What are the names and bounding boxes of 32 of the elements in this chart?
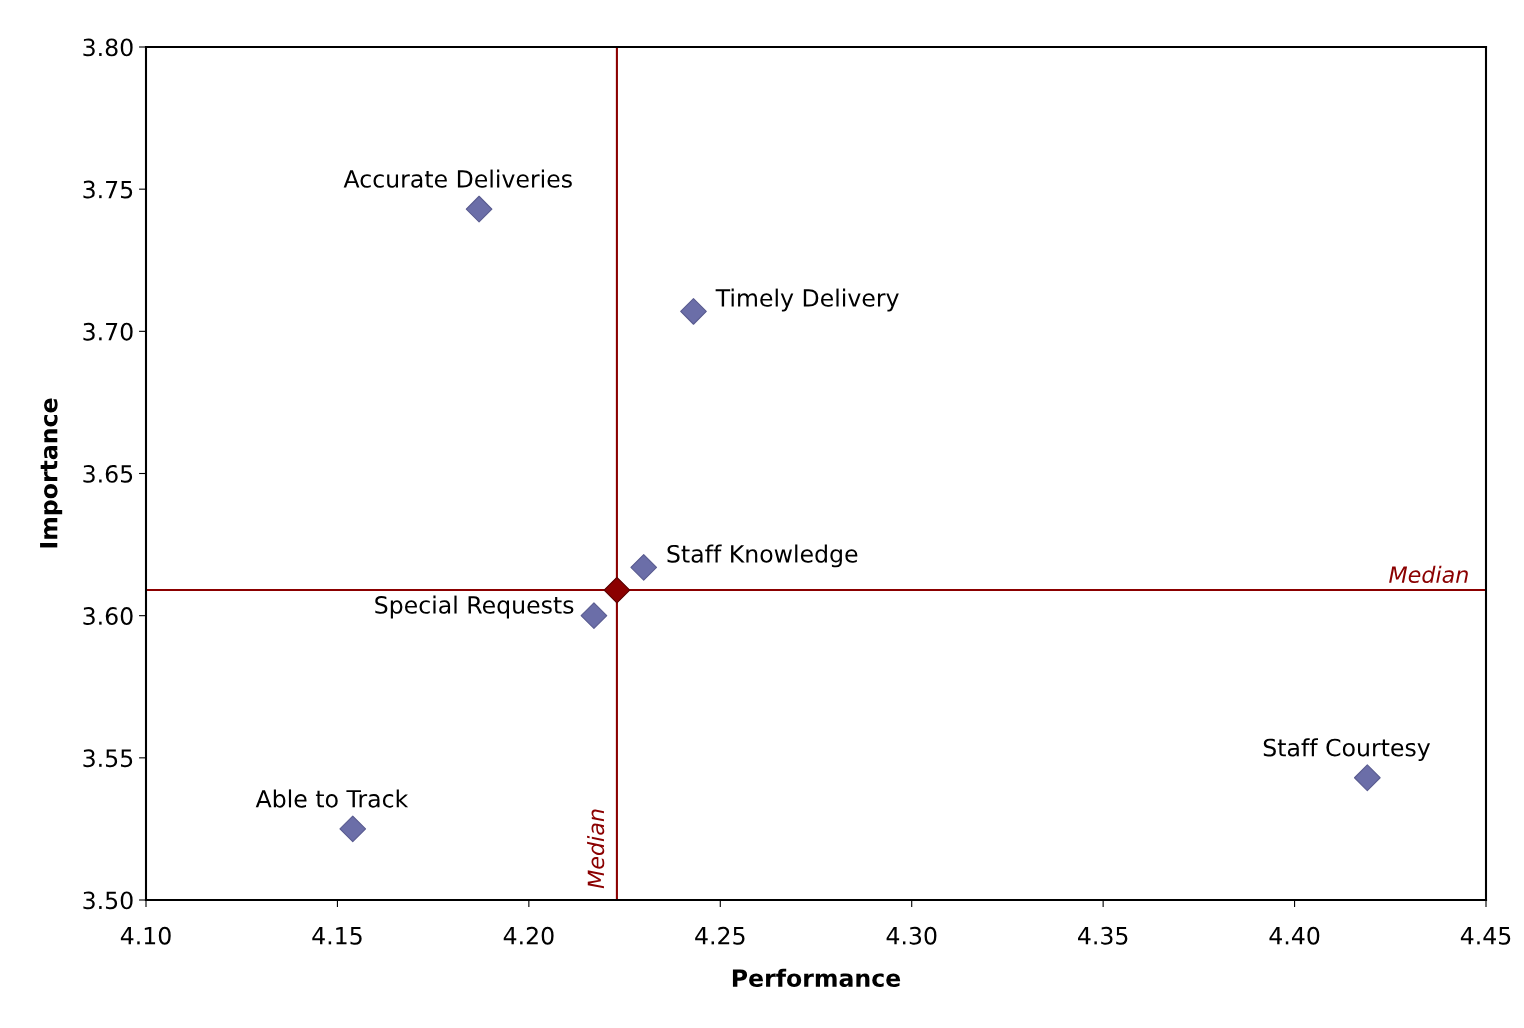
point bbox=[1353, 764, 1381, 792]
y-tick-label: 3.80 bbox=[83, 38, 133, 57]
annotation: Staff Knowledge bbox=[667, 544, 858, 568]
y-tick-label: 3.60 bbox=[83, 607, 133, 625]
ref-line-label: Median bbox=[1389, 565, 1468, 583]
x-tick-label: 4.25 bbox=[695, 926, 745, 945]
x-tick-label: 4.45 bbox=[1460, 927, 1511, 945]
x-tick-label: 4.20 bbox=[503, 926, 554, 945]
y-tick-label: 3.75 bbox=[83, 180, 133, 199]
y-tick-label: 3.70 bbox=[83, 322, 133, 341]
ref-line-label: Median bbox=[587, 809, 605, 889]
annotation: Timely Delivery bbox=[715, 288, 899, 312]
x-axis-title: Performance bbox=[732, 968, 901, 987]
point bbox=[339, 815, 367, 843]
x-tick-label: 4.40 bbox=[1269, 926, 1320, 945]
point bbox=[580, 602, 608, 630]
x-tick-label: 4.35 bbox=[1078, 926, 1128, 945]
point bbox=[630, 553, 658, 581]
x-tick-label: 4.10 bbox=[120, 926, 171, 945]
y-tick-label: 3.55 bbox=[83, 749, 133, 768]
point bbox=[680, 298, 707, 325]
annotation: Staff Courtesy bbox=[1263, 738, 1431, 762]
annotation: Able to Track bbox=[255, 789, 409, 808]
annotation: Accurate Deliveries bbox=[343, 169, 572, 188]
annotation: Special Requests bbox=[375, 595, 574, 619]
x-tick-label: 4.15 bbox=[312, 927, 362, 945]
y-tick-label: 3.65 bbox=[83, 464, 133, 483]
y-axis-title: Importance bbox=[40, 398, 63, 548]
point bbox=[603, 576, 631, 604]
x-tick-label: 4.30 bbox=[886, 926, 937, 945]
point bbox=[465, 195, 493, 223]
y-tick-label: 3.50 bbox=[83, 891, 133, 910]
